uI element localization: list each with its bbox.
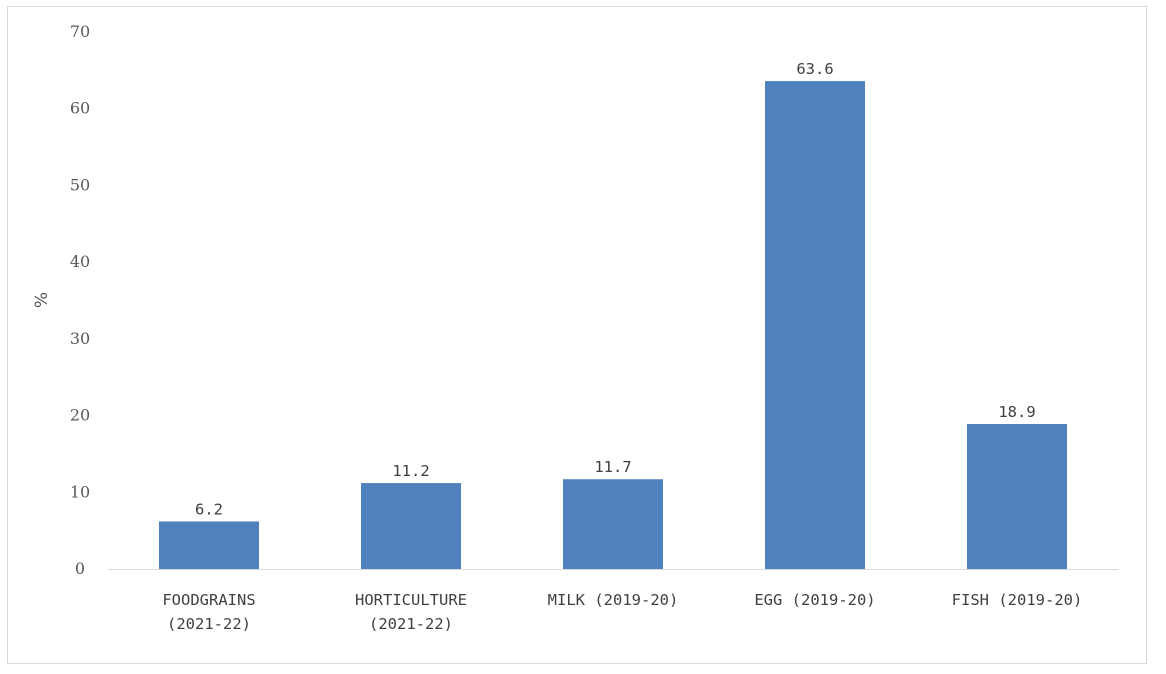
x-category-label: HORTICULTURE xyxy=(355,591,467,609)
x-category-label: (2021-22) xyxy=(167,615,251,633)
y-axis-ticks: 0 10 20 30 40 50 60 70 xyxy=(70,22,90,578)
bar xyxy=(159,521,259,569)
y-tick-label: 60 xyxy=(70,99,90,118)
y-tick-label: 50 xyxy=(70,175,90,194)
bar xyxy=(967,424,1067,569)
y-tick-label: 10 xyxy=(70,482,90,501)
y-tick-label: 70 xyxy=(70,22,90,41)
data-label: 6.2 xyxy=(195,500,223,518)
data-label: 11.2 xyxy=(392,462,429,480)
x-category-label: FOODGRAINS xyxy=(162,591,255,609)
data-labels: 6.2 11.2 11.7 63.6 18.9 xyxy=(195,60,1036,518)
y-tick-label: 20 xyxy=(70,406,90,425)
y-tick-label: 30 xyxy=(70,329,90,348)
x-axis-category-labels: FOODGRAINS (2021-22) HORTICULTURE (2021-22)… xyxy=(162,591,1082,633)
y-tick-label: 40 xyxy=(70,252,90,271)
bar xyxy=(765,81,865,570)
x-category-label: MILK (2019-20) xyxy=(548,591,679,609)
x-category-label: FISH (2019-20) xyxy=(952,591,1083,609)
bar xyxy=(361,483,461,569)
bars xyxy=(159,81,1067,570)
data-label: 63.6 xyxy=(796,60,833,78)
data-label: 18.9 xyxy=(998,403,1035,421)
bar xyxy=(563,479,663,569)
x-category-label: (2021-22) xyxy=(369,615,453,633)
data-label: 11.7 xyxy=(594,458,631,476)
y-axis-title: % xyxy=(32,292,52,308)
y-tick-label: 0 xyxy=(75,559,85,578)
x-category-label: EGG (2019-20) xyxy=(754,591,875,609)
